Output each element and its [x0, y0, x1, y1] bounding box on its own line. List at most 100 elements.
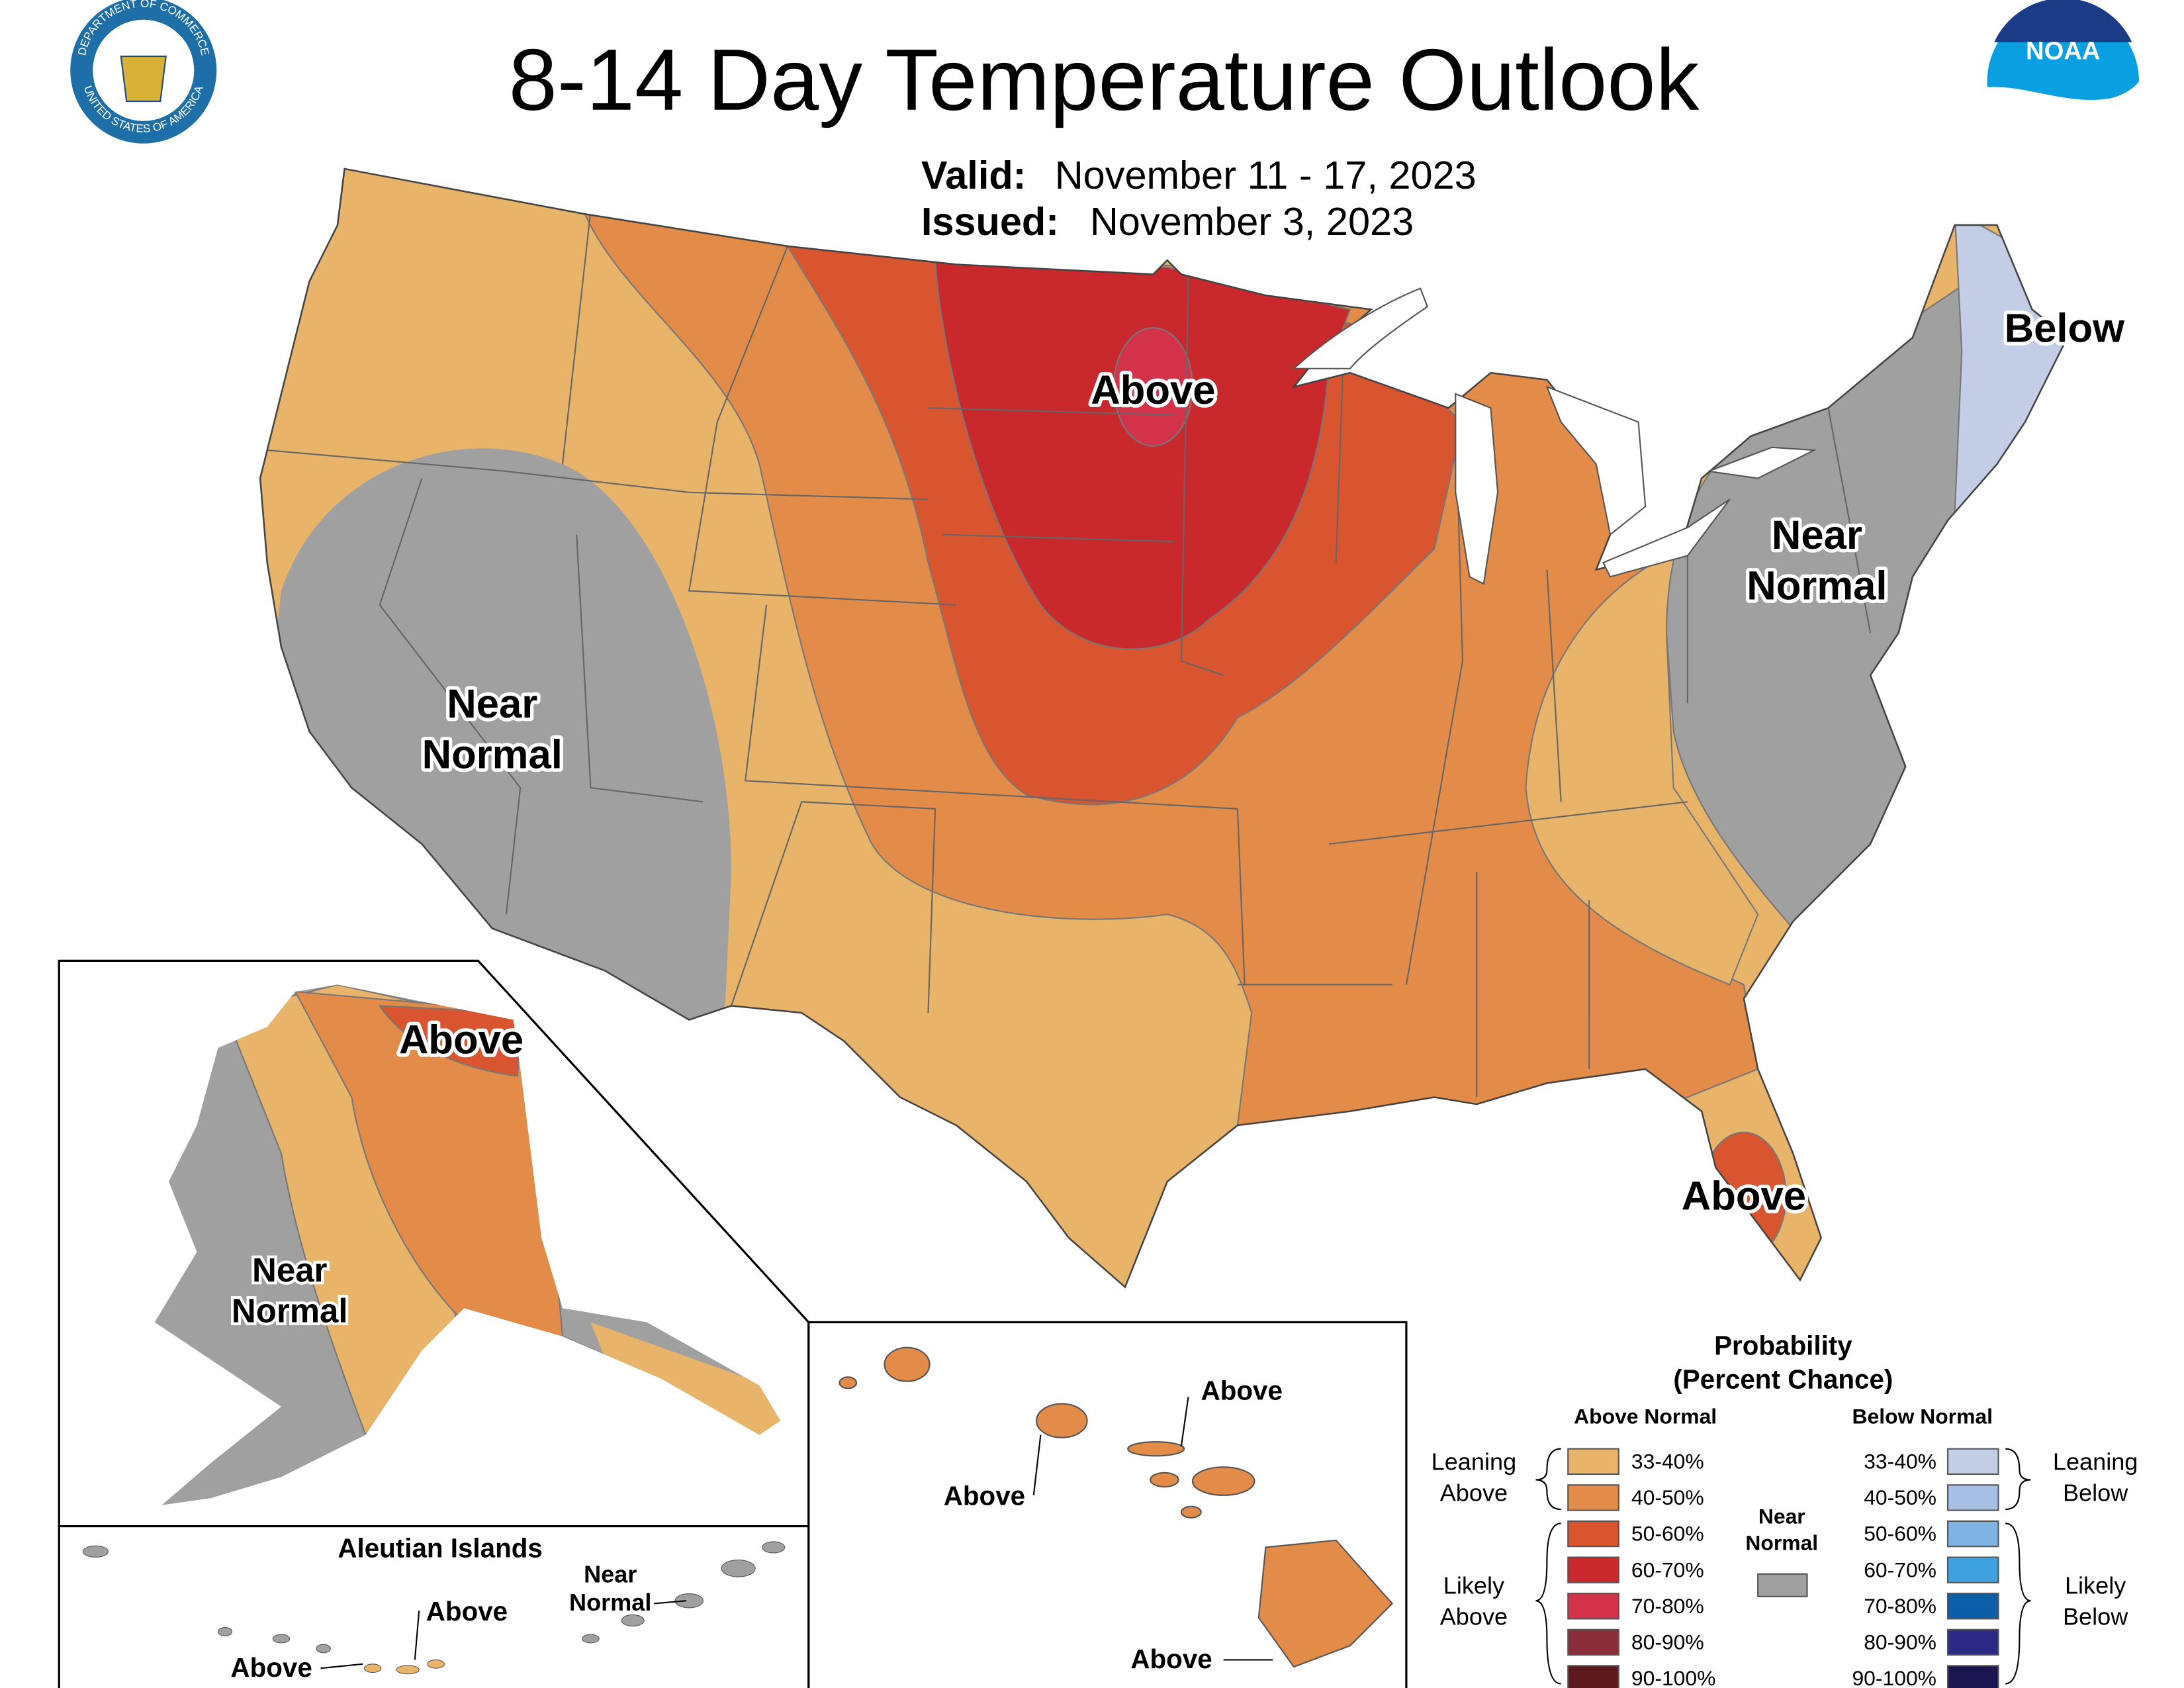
group-line: Likely	[2065, 1572, 2126, 1599]
aleutian-above-islands	[363, 1659, 445, 1675]
label-line: Above	[1682, 1173, 1806, 1219]
region-label: Above	[399, 1017, 523, 1063]
shape	[1036, 1403, 1088, 1438]
leader-lines	[320, 1600, 687, 1669]
label-line: Near	[1772, 512, 1862, 558]
legend-title-line: (Percent Chance)	[1673, 1364, 1893, 1394]
lake-huron	[1545, 385, 1647, 536]
label-line: Normal	[1747, 563, 1887, 608]
zone-leaning-below	[1954, 209, 2068, 515]
legend-group: Likely Above	[1440, 1572, 1508, 1630]
shape	[762, 1541, 786, 1554]
lake-ontario	[1708, 446, 1817, 479]
legend-swatch	[1946, 1484, 1999, 1511]
legend-near-line: Near	[1758, 1504, 1805, 1528]
shape	[1257, 1539, 1394, 1668]
label-line: Below	[2005, 305, 2126, 351]
legend-braces	[1535, 1448, 2031, 1685]
legend: Probability (Percent Chance) Above Normal…	[1432, 1330, 2138, 1688]
region-label: Above	[426, 1596, 508, 1626]
legend-swatch	[1946, 1556, 1999, 1583]
legend-swatch	[1946, 1628, 1999, 1656]
label-line: Near	[447, 681, 537, 727]
legend-label: 40-50%	[1631, 1485, 1704, 1509]
legend-heading: Above Normal	[1574, 1404, 1717, 1428]
legend-swatch	[1567, 1665, 1619, 1688]
label-line: Above	[1091, 367, 1215, 413]
issued-date: November 3, 2023	[1090, 199, 1414, 244]
zone-likely-above-2	[934, 259, 1351, 650]
legend-label: 40-50%	[1864, 1485, 1936, 1509]
shape	[396, 1665, 420, 1675]
legend-label: 60-70%	[1864, 1558, 1936, 1581]
title: 8-14 Day Temperature Outlook	[509, 31, 1700, 128]
legend-title-line: Probability	[1714, 1330, 1852, 1360]
conus-outline	[259, 167, 2069, 1289]
great-lakes	[1292, 287, 1817, 585]
shape	[884, 1346, 931, 1382]
region-label: Above	[1682, 1173, 1806, 1219]
shape	[674, 1593, 704, 1609]
commerce-seal: DEPARTMENT OF COMMERCE UNITED STATES OF …	[70, 0, 217, 144]
legend-swatch	[1567, 1484, 1619, 1511]
legend-swatch	[1567, 1593, 1619, 1620]
aleutian-islands	[82, 1541, 786, 1654]
zone-likely-above-3	[1113, 327, 1193, 447]
group-line: Above	[1440, 1479, 1508, 1506]
legend-label: 33-40%	[1864, 1449, 1936, 1473]
legend-label: 80-90%	[1631, 1630, 1704, 1654]
shape	[1127, 1441, 1185, 1457]
shape	[839, 1376, 858, 1389]
legend-near-line: Normal	[1745, 1531, 1818, 1555]
legend-label: 90-100%	[1631, 1666, 1716, 1688]
shape	[267, 211, 1872, 1098]
issued-label: Issued:	[921, 199, 1059, 244]
lake-superior	[1292, 287, 1429, 369]
shape	[363, 1664, 382, 1673]
zone-likely-above	[378, 1005, 522, 1077]
legend-label: 80-90%	[1864, 1630, 1936, 1654]
legend-swatch	[1567, 1556, 1619, 1583]
legend-heading: Below Normal	[1852, 1404, 1993, 1428]
legend-title: Probability (Percent Chance)	[1673, 1330, 1893, 1394]
shape	[427, 1659, 445, 1669]
shape	[1150, 1472, 1179, 1488]
label-line: Above	[1130, 1644, 1212, 1674]
noaa-text: NOAA	[2026, 36, 2101, 65]
region-label: Below	[2005, 305, 2126, 351]
shape	[1180, 1505, 1202, 1519]
shape	[217, 1627, 233, 1636]
valid-label: Valid:	[921, 153, 1026, 197]
region-label: Above	[944, 1481, 1025, 1511]
legend-label: 90-100%	[1852, 1666, 1936, 1688]
shape	[272, 1634, 291, 1644]
region-label: Near Normal	[232, 1251, 348, 1330]
noaa-top	[1994, 0, 2132, 42]
shape	[721, 1560, 756, 1577]
legend-label: 33-40%	[1631, 1449, 1704, 1473]
legend-label: 50-60%	[1631, 1522, 1704, 1546]
legend-near: Near Normal	[1745, 1504, 1818, 1554]
noaa-logo: NOAA	[1987, 0, 2140, 161]
leader-lines	[1032, 1396, 1273, 1661]
legend-swatch	[1567, 1448, 1619, 1476]
legend-label: 60-70%	[1631, 1558, 1704, 1581]
legend-group: Leaning Below	[2053, 1448, 2138, 1507]
legend-swatch	[1946, 1520, 1999, 1548]
label-line: Above	[426, 1596, 508, 1626]
label-line: Normal	[232, 1291, 348, 1329]
legend-swatch	[1757, 1573, 1808, 1597]
label-line: Above	[399, 1017, 523, 1063]
label-line: Above	[1201, 1375, 1283, 1405]
legend-label: 50-60%	[1864, 1522, 1936, 1546]
legend-group: Leaning Above	[1432, 1448, 1517, 1507]
label-line: Normal	[422, 731, 563, 777]
valid-date: November 11 - 17, 2023	[1055, 153, 1477, 197]
label-line: Near	[252, 1251, 328, 1289]
aleutian-title: Aleutian Islands	[338, 1532, 542, 1563]
region-label: Near Normal	[1747, 512, 1887, 608]
region-label: Above	[230, 1652, 312, 1683]
